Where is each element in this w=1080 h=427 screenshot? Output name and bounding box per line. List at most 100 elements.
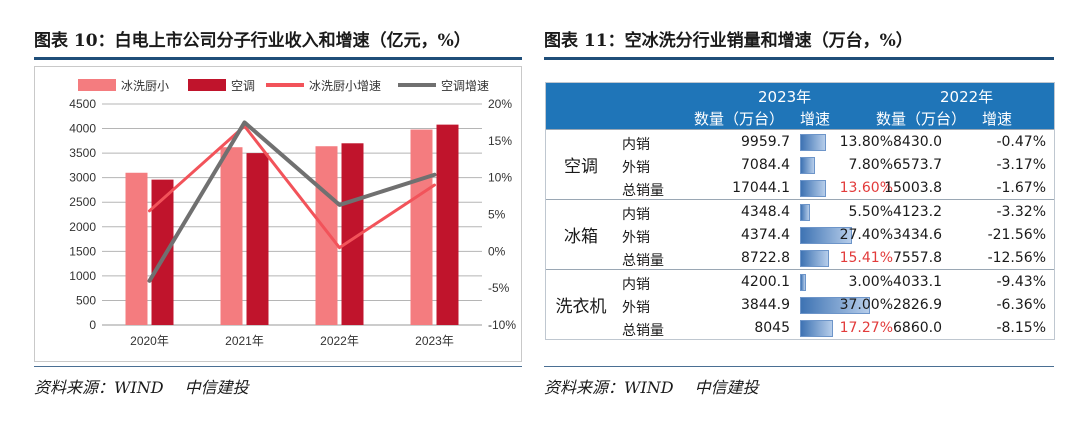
growth-bar	[800, 157, 815, 174]
growth-2022: -9.43%	[996, 274, 1046, 290]
group-name: 空调	[564, 157, 598, 177]
figure10-source: 资料来源：WIND 中信建投	[34, 378, 249, 397]
table-row: 外销 3844.9 37.00% 2826.9 -6.36%	[616, 294, 1054, 317]
legend-label: 空调增速	[441, 79, 489, 93]
left-tick-label: 0	[89, 318, 96, 332]
table-row: 外销 4374.4 27.40% 3434.6 -21.56%	[616, 224, 1054, 247]
sales-table: 2023年 2022年 数量（万台） 增速 数量（万台） 增速 空调 内销 9959…	[545, 82, 1055, 340]
left-tick-label: 2500	[69, 195, 96, 209]
row-label: 外销	[622, 160, 650, 176]
growth-2023: 5.50%	[848, 204, 893, 220]
growth-2023: 15.41%	[839, 250, 893, 266]
row-label: 内销	[622, 277, 650, 293]
row-label: 总销量	[622, 183, 664, 199]
figure11-source: 资料来源：WIND 中信建投	[544, 378, 759, 397]
table-row: 内销 4200.1 3.00% 4033.1 -9.43%	[616, 271, 1054, 294]
growth-2022: -1.67%	[996, 180, 1046, 196]
value-2023: 3844.9	[741, 297, 790, 313]
left-tick-label: 500	[76, 293, 96, 307]
table-row: 外销 7084.4 7.80% 6573.7 -3.17%	[616, 154, 1054, 177]
value-2022: 6860.0	[893, 320, 942, 336]
group-name: 洗衣机	[555, 297, 607, 317]
x-tick-label: 2021年	[225, 334, 264, 348]
value-2023: 4348.4	[741, 204, 790, 220]
bar-bingxichuxiao	[410, 129, 433, 325]
growth-2023: 13.80%	[839, 134, 893, 150]
growth-bar	[800, 250, 830, 267]
table-row: 总销量 8045 17.27% 6860.0 -8.15%	[616, 317, 1054, 340]
value-2023: 17044.1	[732, 180, 790, 196]
bar-kongtiao	[246, 153, 269, 325]
bar-kongtiao	[341, 143, 364, 325]
figure11-top-rule	[544, 57, 1054, 60]
growth-2023: 3.00%	[848, 274, 893, 290]
left-tick-label: 2000	[69, 220, 96, 234]
value-2023: 9959.7	[741, 134, 790, 150]
growth-bar	[800, 320, 833, 337]
header-rate-2023: 增速	[800, 110, 831, 128]
table-row: 内销 4348.4 5.50% 4123.2 -3.32%	[616, 201, 1054, 224]
left-tick-label: 1000	[69, 269, 96, 283]
value-2022: 15003.8	[884, 180, 942, 196]
figure10-bottom-rule	[34, 366, 522, 367]
row-label: 外销	[622, 300, 650, 316]
growth-2023: 27.40%	[839, 227, 893, 243]
legend-swatch	[78, 79, 116, 91]
value-2023: 8722.8	[741, 250, 790, 266]
value-2023: 4374.4	[741, 227, 790, 243]
growth-2023: 13.60%	[839, 180, 893, 196]
growth-2023: 37.00%	[839, 297, 893, 313]
left-tick-label: 4500	[69, 97, 96, 111]
left-tick-label: 1500	[69, 244, 96, 258]
figure11-title: 图表 11：空冰洗分行业销量和增速（万台，%）	[544, 31, 913, 51]
right-tick-label: 10%	[488, 171, 512, 185]
left-tick-label: 3500	[69, 146, 96, 160]
figure10-title: 图表 10：白电上市公司分子行业收入和增速（亿元，%）	[34, 31, 471, 51]
right-tick-label: 0%	[488, 244, 506, 258]
header-2022: 2022年	[940, 88, 994, 106]
right-tick-label: 5%	[488, 208, 506, 222]
right-tick-label: -5%	[488, 281, 510, 295]
row-label: 总销量	[622, 323, 664, 339]
growth-2023: 7.80%	[848, 157, 893, 173]
row-label: 外销	[622, 230, 650, 246]
legend-label: 冰洗厨小	[121, 79, 169, 93]
table-header: 2023年 2022年 数量（万台） 增速 数量（万台） 增速	[546, 83, 1054, 129]
growth-2022: -3.17%	[996, 157, 1046, 173]
row-label: 内销	[622, 207, 650, 223]
growth-bar	[800, 274, 806, 291]
left-tick-label: 3000	[69, 171, 96, 185]
legend-label: 空调	[231, 79, 255, 93]
header-qty-2022: 数量（万台）	[876, 110, 967, 128]
line-kongtiao-growth	[147, 120, 437, 283]
value-2023: 4200.1	[741, 274, 790, 290]
table-row: 总销量 8722.8 15.41% 7557.8 -12.56%	[616, 247, 1054, 270]
table-row: 总销量 17044.1 13.60% 15003.8 -1.67%	[616, 177, 1054, 200]
value-2022: 4123.2	[893, 204, 942, 220]
value-2022: 7557.8	[893, 250, 942, 266]
value-2022: 6573.7	[893, 157, 942, 173]
bar-bingxichuxiao	[220, 147, 243, 325]
table-group: 空调 内销 9959.7 13.80% 8430.0 -0.47% 外销 7084.4 7.80…	[546, 129, 1054, 200]
row-label: 内销	[622, 137, 650, 153]
growth-bar	[800, 134, 827, 151]
group-name: 冰箱	[564, 227, 598, 247]
x-tick-label: 2022年	[320, 334, 359, 348]
table-row: 内销 9959.7 13.80% 8430.0 -0.47%	[616, 131, 1054, 154]
x-tick-label: 2020年	[130, 334, 169, 348]
bar-bingxichuxiao	[315, 146, 338, 325]
growth-2022: -0.47%	[996, 134, 1046, 150]
value-2022: 4033.1	[893, 274, 942, 290]
value-2022: 2826.9	[893, 297, 942, 313]
value-2022: 8430.0	[893, 134, 942, 150]
right-tick-label: -10%	[488, 318, 516, 332]
value-2023: 7084.4	[741, 157, 790, 173]
table-group: 冰箱 内销 4348.4 5.50% 4123.2 -3.32% 外销 4374.4 27.40…	[546, 199, 1054, 270]
header-2023: 2023年	[758, 88, 812, 106]
right-tick-label: 15%	[488, 134, 512, 148]
growth-bar	[800, 204, 811, 221]
left-tick-label: 4000	[69, 122, 96, 136]
growth-bar	[800, 227, 852, 244]
growth-2022: -21.56%	[987, 227, 1046, 243]
value-2022: 3434.6	[893, 227, 942, 243]
